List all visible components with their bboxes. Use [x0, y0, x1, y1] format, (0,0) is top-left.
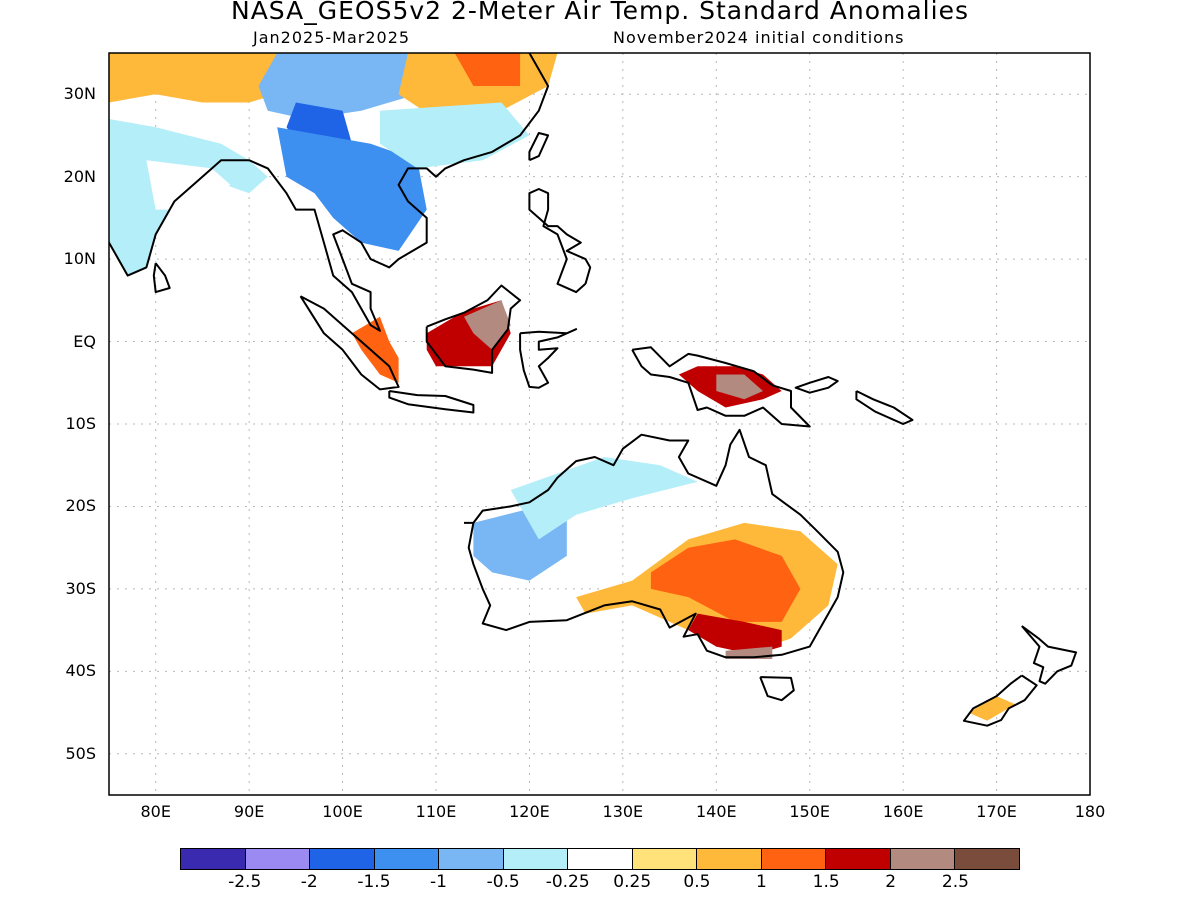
colorbar-label: 1 [756, 872, 767, 892]
lon-tick-label: 90E [233, 802, 265, 821]
colorbar-label: 0.25 [613, 872, 652, 892]
coastline [631, 346, 811, 428]
coastline [519, 328, 578, 389]
map-frame [108, 52, 1091, 796]
colorbar-swatch [568, 849, 633, 869]
lat-tick-label: 30N [63, 84, 96, 104]
colorbar-swatch [761, 849, 827, 869]
colorbar-label: 2.5 [941, 872, 969, 892]
colorbar-label: 2 [885, 872, 897, 892]
colorbar-label: -0.25 [545, 872, 590, 892]
anomaly-regions [109, 53, 1016, 721]
anomaly-region-arabian-sea-coast-india [109, 119, 268, 276]
lon-tick-label: 160E [882, 802, 924, 821]
coastline [152, 262, 171, 294]
coastline [855, 390, 914, 425]
anomaly-region-tibet-east [258, 53, 427, 119]
lat-tick-label: 30S [65, 578, 96, 598]
lon-tick-label: 170E [976, 802, 1017, 821]
anomaly-region-borneo-core [464, 300, 511, 350]
coastline [299, 295, 400, 391]
colorbar-swatch [955, 849, 1019, 869]
lat-tick-label: 10S [65, 414, 96, 433]
colorbar-label: -1 [429, 872, 447, 892]
map-title: NASA_GEOS5v2 2-Meter Air Temp. Standard … [231, 0, 969, 25]
coastline [1021, 625, 1077, 685]
anomaly-region-victoria [688, 613, 782, 655]
anomaly-region-india-central [146, 160, 231, 210]
lon-tick-label: 80E [140, 802, 171, 821]
colorbar-swatch [245, 849, 311, 869]
lat-tick-label: EQ [73, 331, 96, 351]
colorbar [180, 848, 1020, 870]
colorbar-label: -1.5 [357, 872, 391, 892]
coastline [962, 674, 1038, 727]
coastline [528, 188, 592, 294]
lon-tick-label: 100E [322, 802, 363, 821]
lat-tick-label: 50S [65, 743, 96, 763]
lon-tick-label: 120E [509, 802, 550, 821]
colorbar-swatch [181, 849, 246, 869]
coastline [388, 390, 475, 414]
anomaly-region-tibet-west [109, 53, 306, 103]
lat-tick-label: 20N [63, 166, 96, 186]
anomaly-region-australia-northwest [510, 457, 698, 540]
anomaly-region-new-zealand-south [968, 696, 1016, 721]
lat-tick-label: 10N [63, 249, 96, 269]
colorbar-swatch [374, 849, 440, 869]
coastline [109, 53, 550, 332]
colorbar-label: -2.5 [228, 872, 262, 892]
colorbar-swatch [310, 849, 375, 869]
map-gridlines [109, 53, 1090, 795]
anomaly-region-australia-southeast-inner [650, 539, 801, 622]
coastline [528, 132, 550, 162]
lon-tick-label: 110E [415, 802, 457, 821]
colorbar-label: -2 [300, 872, 318, 892]
colorbar-swatch [826, 849, 891, 869]
colorbar-label: -0.5 [486, 872, 520, 892]
coastline [425, 284, 522, 374]
colorbar-swatch [697, 849, 762, 869]
anomaly-region-china-north-core [454, 53, 521, 86]
colorbar-swatch [890, 849, 956, 869]
anomaly-region-sumatra [351, 316, 399, 383]
coastline [759, 676, 795, 702]
lat-tick-label: 40S [65, 661, 96, 681]
coastline [464, 428, 845, 659]
colorbar-swatch [632, 849, 698, 869]
colorbar-label: 0.5 [683, 872, 711, 892]
colorbar-label: 1.5 [812, 872, 840, 892]
lat-tick-label: 20S [65, 496, 96, 516]
coastline [794, 376, 839, 394]
colorbar-swatch [503, 849, 569, 869]
coastlines [109, 53, 1077, 727]
anomaly-region-new-guinea-core [716, 374, 763, 400]
lon-tick-label: 140E [695, 802, 737, 821]
lon-tick-label: 180 [1074, 802, 1106, 821]
initial-conditions: November2024 initial conditions [613, 28, 905, 47]
colorbar-swatch [439, 849, 504, 869]
lon-tick-label: 150E [789, 802, 831, 821]
forecast-period: Jan2025-Mar2025 [253, 28, 411, 47]
anomaly-region-indochina [277, 127, 427, 251]
lon-tick-label: 130E [602, 802, 644, 821]
